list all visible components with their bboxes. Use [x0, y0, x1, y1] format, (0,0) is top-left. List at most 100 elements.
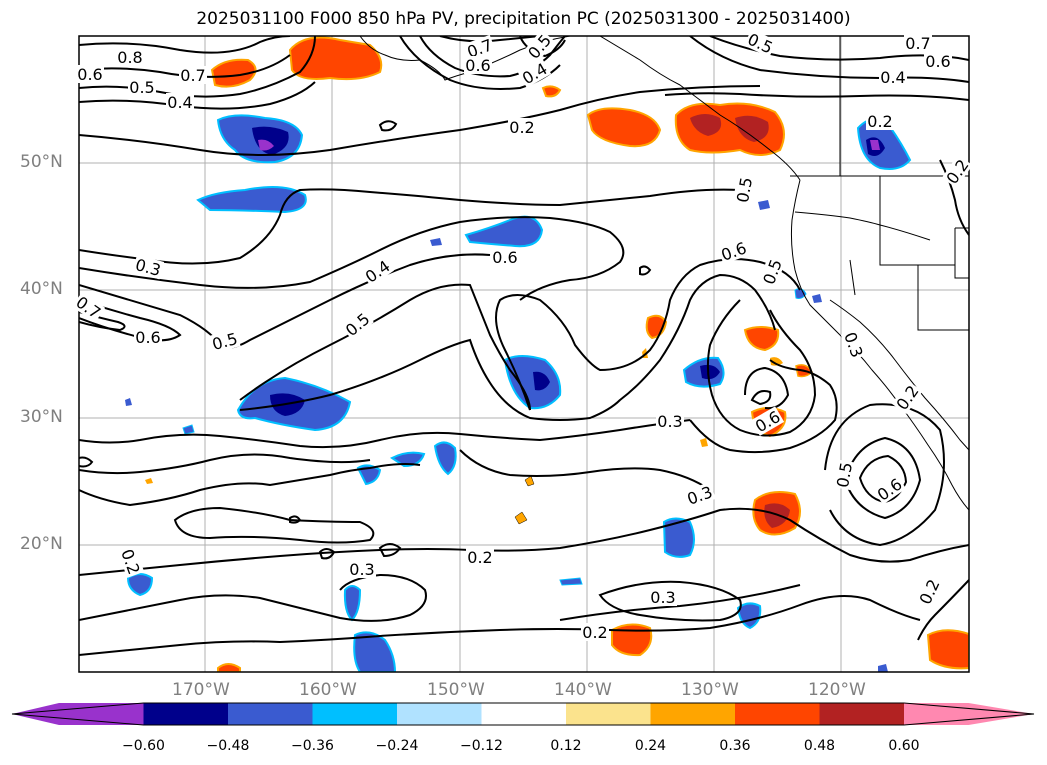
pv-contour	[318, 548, 336, 560]
precip-area	[870, 140, 880, 150]
lat-label-50n: 50°N	[20, 152, 63, 172]
colorbar-tick-label: 0.12	[550, 738, 582, 754]
contour-label-bg	[208, 328, 241, 354]
precip-area	[258, 139, 274, 151]
contour-label-bg	[117, 545, 145, 578]
contour-label-bg	[866, 112, 894, 130]
pv-contour	[858, 454, 908, 504]
colorbar-segment	[819, 703, 905, 725]
precip-area	[926, 629, 969, 670]
colorbar-segment	[904, 703, 1034, 725]
pv-contour	[689, 36, 969, 83]
contour-label-bg	[915, 575, 944, 609]
contour-label-bg	[132, 254, 165, 280]
colorbar-segment	[481, 703, 567, 725]
pv-contour	[664, 92, 969, 101]
pv-contour	[79, 299, 182, 342]
contour-label-bg	[348, 560, 376, 578]
colorbar-segment	[397, 703, 482, 725]
contour-label-bg	[872, 473, 907, 505]
pv-contour	[750, 390, 772, 406]
pv-contour	[289, 515, 302, 524]
map-title: 2025031100 F000 850 hPa PV, precipitatio…	[196, 9, 851, 29]
pv-contour	[378, 543, 402, 558]
contour-label-bg	[491, 248, 519, 266]
contour-label: 0.6	[925, 52, 950, 71]
pv-contour	[419, 36, 566, 78]
contour-label: 0.6	[77, 65, 102, 84]
pv-contour	[79, 311, 126, 332]
contour-label: 0.2	[509, 118, 534, 137]
colorbar-tick-label: −0.24	[375, 738, 419, 754]
contour-label: 0.5	[129, 78, 154, 97]
pv-contour	[79, 188, 741, 265]
pv-contour	[939, 159, 969, 236]
contour-label-bg	[523, 29, 556, 63]
colorbar-tick-label: −0.36	[291, 738, 334, 754]
pv-contour	[79, 36, 291, 54]
contour-label: 0.3	[349, 560, 374, 579]
contour-label: 0.6	[135, 328, 160, 347]
pv-contour	[79, 253, 491, 349]
precip-negative-areas	[125, 114, 912, 672]
contour-label-bg	[732, 174, 756, 206]
pv-contour	[495, 258, 801, 411]
contour-label: 0.7	[180, 66, 205, 85]
pv-contour	[689, 359, 838, 454]
precip-area	[700, 438, 708, 447]
lat-label-30n: 30°N	[20, 407, 63, 427]
colorbar-segment	[312, 703, 398, 725]
contour-label-bg	[463, 34, 496, 62]
pv-contour	[843, 436, 922, 520]
contour-label-bg	[904, 34, 932, 52]
contour-label: 0.5	[833, 461, 856, 489]
map-frame	[78, 35, 970, 673]
lon-label-120w: 120°W	[808, 680, 866, 700]
contour-label-bg	[581, 623, 609, 641]
pv-contour	[459, 449, 711, 491]
pv-contour	[439, 36, 541, 43]
map-plot-area	[79, 36, 969, 672]
pv-contour	[79, 507, 969, 576]
colorbar-segment	[566, 703, 651, 725]
precip-area	[126, 573, 154, 597]
contour-label-bg	[656, 412, 684, 430]
precip-area	[812, 294, 822, 303]
precip-area	[288, 36, 383, 81]
colorbar-tick-label: 0.36	[719, 738, 751, 754]
precip-area	[878, 664, 888, 672]
pv-contour	[917, 579, 969, 641]
contour-labels: 0.80.6 0.70.50.40.70.60.50.40.5 0.70.60.40…	[71, 29, 973, 642]
precip-area	[690, 114, 722, 136]
contour-label: 0.8	[117, 48, 142, 67]
precip-area	[210, 58, 257, 88]
precip-area	[735, 115, 769, 142]
precip-area	[390, 451, 426, 468]
contour-label-bg	[717, 237, 750, 265]
lon-label-160w: 160°W	[299, 680, 357, 700]
lat-label-20n: 20°N	[20, 534, 63, 554]
contour-label-bg	[134, 328, 162, 346]
colorbar-segment	[12, 703, 144, 725]
contour-label-bg	[340, 308, 374, 341]
colorbar-outline	[11, 702, 1035, 726]
colorbar-tick-label: −0.48	[206, 738, 250, 754]
contour-label-bg	[649, 588, 677, 606]
precip-area	[433, 441, 457, 476]
precip-area	[611, 623, 653, 657]
precip-area	[586, 107, 662, 148]
precip-area	[559, 577, 583, 586]
precip-area	[662, 517, 695, 558]
contour-label-bg	[832, 459, 856, 491]
contour-label-bg	[166, 93, 194, 111]
contour-label-bg	[464, 56, 492, 74]
pv-contour	[79, 216, 625, 301]
precip-area	[217, 663, 241, 672]
precip-area	[514, 511, 528, 525]
precip-area	[430, 238, 442, 246]
pv-contour	[639, 265, 652, 276]
precip-area	[125, 398, 132, 406]
contour-label: 0.6	[465, 56, 490, 75]
precip-area	[700, 364, 720, 380]
